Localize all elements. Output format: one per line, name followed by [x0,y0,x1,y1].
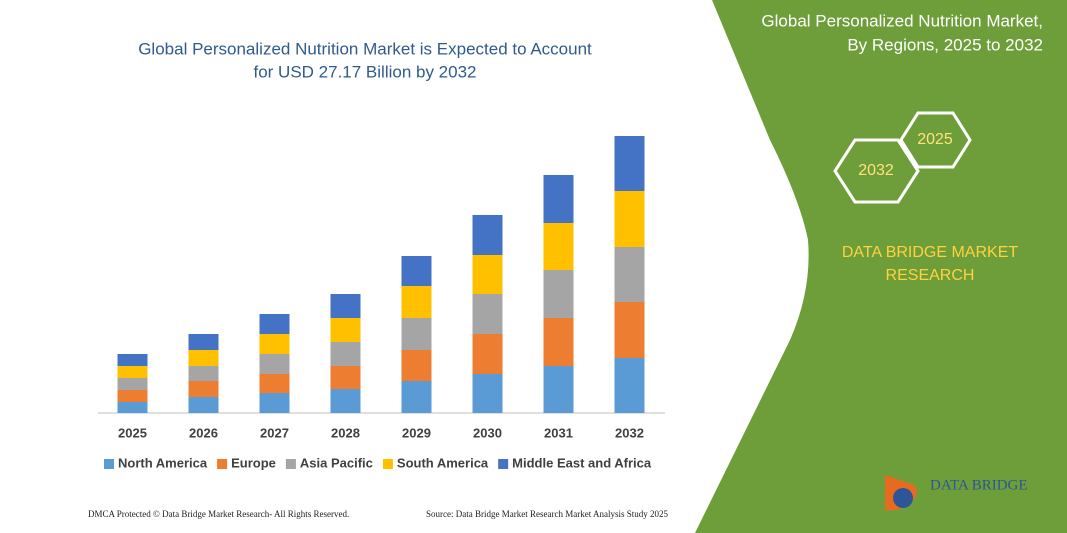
bar-segment [543,223,574,270]
bar-segment [330,318,361,342]
bar-segment [117,354,148,366]
hexagon [899,111,972,169]
bar-segment [543,270,574,318]
x-tick-label: 2030 [473,425,502,440]
bar-segment [259,314,290,334]
bar-segment [401,286,432,318]
hexagon-label: 2032 [858,162,894,179]
x-tick-label: 2028 [331,425,360,440]
bar-segment [330,294,361,318]
bar-segment [259,354,290,374]
bar-segment [472,215,503,255]
bar-segment [188,381,219,397]
bar-segment [117,378,148,390]
footer-text: Source: Data Bridge Market Research Mark… [426,509,668,519]
bar-segment [117,390,148,402]
bar-segment [117,402,148,413]
bar-segment [401,318,432,350]
bar-segment [401,350,432,381]
chart-title: for USD 27.17 Billion by 2032 [253,62,476,81]
bar-segment [330,342,361,366]
x-tick-label: 2029 [402,425,431,440]
bar-segment [401,381,432,413]
legend-swatch [104,459,114,469]
legend-label: Middle East and Africa [512,455,652,470]
logo-icon [893,488,913,508]
chart-title: Global Personalized Nutrition Market is … [138,39,592,58]
logo-text: DATA BRIDGE [930,477,1028,493]
bar-segment [401,256,432,286]
bar-segment [330,389,361,413]
bar-segment [330,366,361,389]
bar-segment [614,358,645,413]
footer-text: DMCA Protected © Data Bridge Market Rese… [88,509,349,519]
x-tick-label: 2025 [118,425,147,440]
bar-segment [614,302,645,358]
brand-text: DATA BRIDGE MARKET [842,244,1019,261]
x-tick-label: 2032 [615,425,644,440]
bar-segment [117,366,148,378]
x-tick-label: 2031 [544,425,573,440]
bar-segment [614,247,645,302]
sidebar-title: By Regions, 2025 to 2032 [847,35,1043,54]
bar-segment [472,255,503,294]
x-tick-label: 2027 [260,425,289,440]
bar-segment [543,318,574,366]
bar-segment [472,374,503,413]
bar-segment [188,334,219,350]
legend-swatch [285,459,296,469]
hexagon [833,138,920,204]
bar-segment [259,393,290,413]
legend-label: North America [118,455,208,470]
bar-segment [614,191,645,247]
bar-segment [614,136,645,191]
legend-swatch [498,459,509,469]
legend-swatch [217,459,228,469]
brand-text: RESEARCH [886,267,975,284]
bar-segment [259,374,290,393]
legend-label: Europe [231,455,276,470]
bar-segment [472,294,503,334]
bar-segment [259,334,290,354]
bar-segment [472,334,503,374]
legend-label: South America [397,455,489,470]
sidebar-panel [695,0,1067,533]
x-tick-label: 2026 [189,425,218,440]
sidebar-title: Global Personalized Nutrition Market, [761,11,1043,30]
legend-label: Asia Pacific [300,455,373,470]
hexagon-label: 2025 [917,131,953,148]
bar-segment [543,366,574,413]
bar-segment [543,175,574,223]
bar-segment [188,366,219,381]
bar-segment [188,397,219,413]
legend-swatch [382,459,393,469]
bar-segment [188,350,219,366]
